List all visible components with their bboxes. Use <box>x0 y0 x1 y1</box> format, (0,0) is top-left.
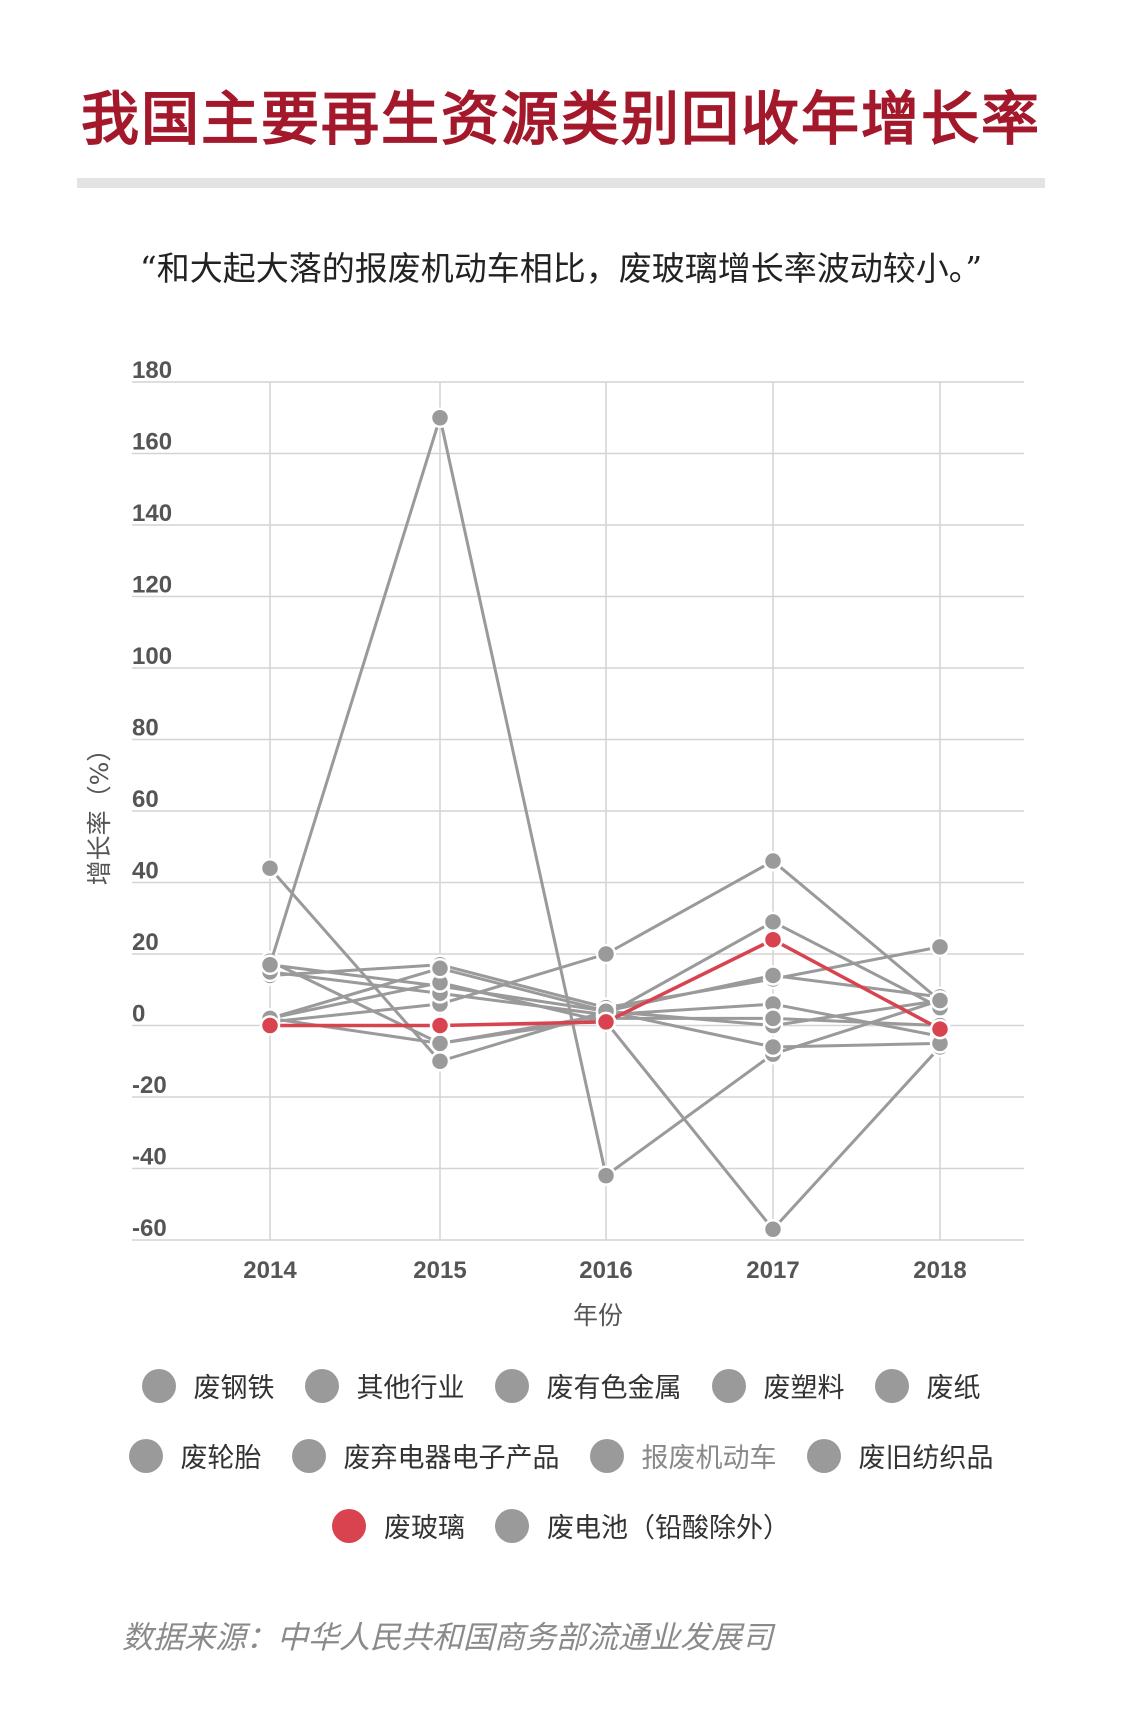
legend-label: 报废机动车 <box>641 1443 777 1474</box>
x-axis-title: 年份 <box>573 1301 623 1330</box>
legend-label: 废钢铁 <box>193 1373 275 1404</box>
data-point <box>259 954 281 975</box>
data-point <box>762 1008 784 1029</box>
legend-item[interactable]: 废弃电器电子产品 <box>291 1436 560 1475</box>
data-point <box>595 1165 617 1186</box>
series-line <box>268 416 941 1178</box>
data-point <box>762 965 784 986</box>
legend-dot-icon <box>494 1368 529 1403</box>
y-tick-label: 60 <box>132 786 159 813</box>
y-tick-label: 20 <box>132 929 159 956</box>
x-tick-label: 2015 <box>413 1257 466 1284</box>
legend-item[interactable]: 废旧纺织品 <box>806 1436 994 1475</box>
data-point <box>429 1033 451 1054</box>
legend-label: 其他行业 <box>356 1373 465 1404</box>
legend-label: 废弃电器电子产品 <box>343 1443 560 1474</box>
legend-dot-icon <box>141 1368 176 1403</box>
data-point <box>762 1036 784 1058</box>
title-divider <box>77 178 1045 188</box>
legend-item[interactable]: 废塑料 <box>711 1366 845 1405</box>
y-tick-label: -40 <box>132 1144 167 1171</box>
legend-row-2: 废轮胎 废弃电器电子产品 报废机动车 废旧纺织品 <box>0 1436 1122 1475</box>
data-point <box>929 1018 951 1040</box>
data-point <box>595 1011 617 1033</box>
data-point <box>429 1015 451 1036</box>
legend-dot-icon <box>304 1368 339 1403</box>
chart-subtitle: “和大起大落的报废机动车相比，废玻璃增长率波动较小。” <box>139 249 983 288</box>
y-tick-label: 160 <box>132 429 172 456</box>
data-point <box>929 936 951 958</box>
legend-row-1: 废钢铁 其他行业 废有色金属 废塑料 废纸 <box>0 1366 1122 1405</box>
legend-dot-icon <box>128 1438 163 1473</box>
legend-item[interactable]: 废玻璃 <box>332 1506 465 1545</box>
legend-item[interactable]: 废纸 <box>874 1366 981 1405</box>
data-point <box>762 929 784 950</box>
data-point <box>429 407 451 428</box>
legend-dot-icon <box>291 1438 326 1473</box>
x-tick-label: 2016 <box>579 1257 632 1284</box>
y-tick-label: -20 <box>132 1072 167 1099</box>
legend-item[interactable]: 废电池（铅酸除外） <box>495 1506 790 1545</box>
y-tick-label: 0 <box>132 1001 145 1028</box>
legend-dot-icon <box>589 1438 624 1473</box>
y-tick-label: 120 <box>132 572 172 599</box>
data-point <box>929 990 951 1011</box>
y-tick-label: -60 <box>132 1215 167 1242</box>
legend-dot-icon <box>711 1368 746 1403</box>
data-point <box>429 958 451 979</box>
x-tick-label: 2014 <box>243 1257 297 1284</box>
line-chart: 180 160 140 120 100 80 60 40 20 0 -20 -40 -60 2014 201… <box>85 357 1024 1330</box>
data-point <box>762 1219 784 1240</box>
x-tick-label: 2018 <box>913 1257 966 1284</box>
legend-dot-icon <box>495 1508 529 1543</box>
legend-label: 废玻璃 <box>384 1513 465 1544</box>
legend-item[interactable]: 废轮胎 <box>128 1436 262 1475</box>
data-point <box>259 1015 281 1036</box>
y-tick-label: 100 <box>132 643 172 670</box>
data-point <box>762 911 784 933</box>
y-tick-label: 80 <box>132 715 159 742</box>
y-axis-title: 增长率（%） <box>85 737 114 886</box>
data-point <box>595 943 617 965</box>
data-point <box>259 857 281 879</box>
legend-label: 废旧纺织品 <box>858 1443 994 1474</box>
y-tick-label: 140 <box>132 500 172 527</box>
legend-dot-icon <box>806 1438 841 1473</box>
legend-row-3: 废玻璃 废电池（铅酸除外） <box>0 1506 1122 1545</box>
data-point <box>762 850 784 872</box>
legend-item[interactable]: 废钢铁 <box>141 1366 275 1405</box>
legend-item[interactable]: 报废机动车 <box>589 1436 777 1475</box>
y-tick-label: 40 <box>132 858 159 885</box>
legend-dot-icon <box>874 1368 909 1403</box>
legend-label: 废电池（铅酸除外） <box>547 1513 790 1544</box>
legend-label: 废塑料 <box>763 1373 845 1404</box>
legend-label: 废轮胎 <box>180 1443 262 1474</box>
legend-item[interactable]: 其他行业 <box>304 1366 465 1405</box>
chart-title: 我国主要再生资源类别回收年增长率 <box>80 85 1041 153</box>
legend-label: 废有色金属 <box>546 1373 682 1404</box>
y-tick-label: 180 <box>132 357 172 384</box>
data-source: 数据来源：中华人民共和国商务部流通业发展司 <box>122 1620 773 1656</box>
legend-dot-icon <box>332 1508 366 1543</box>
legend-item[interactable]: 废有色金属 <box>494 1366 682 1405</box>
legend-label: 废纸 <box>926 1373 981 1404</box>
x-tick-label: 2017 <box>746 1257 799 1284</box>
data-point <box>429 1051 451 1072</box>
